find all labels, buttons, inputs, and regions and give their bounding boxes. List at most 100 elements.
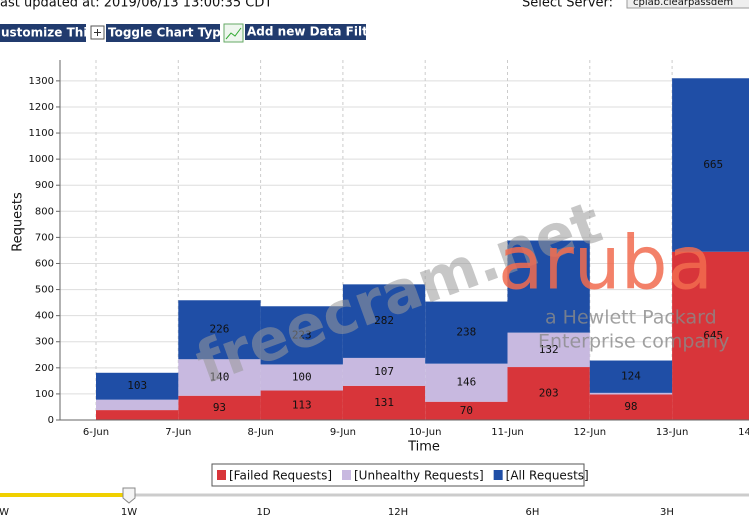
y-tick-label: 1200 [29,102,54,113]
customize-button[interactable] [0,24,86,42]
value-label: 70 [460,404,473,417]
bar-segment [260,306,343,365]
server-value[interactable]: cplab.clearpassdem [633,0,733,8]
bar-segment [507,332,590,368]
value-label: 223 [292,328,312,341]
y-tick-label: 1000 [29,154,54,165]
y-tick-label: 600 [35,258,54,269]
y-tick-label: 1100 [29,128,54,139]
value-label: 665 [703,158,723,171]
bar-segment [260,390,343,420]
x-tick-label: 11-Jun [491,427,524,438]
legend-label: [Failed Requests] [229,469,332,483]
x-tick-label: 8-Jun [248,427,274,438]
x-tick-label: 12-Jun [574,427,607,438]
value-label: 645 [703,329,723,342]
bar-segment [96,410,179,420]
last-updated: ast updated at: 2019/06/13 13:00:35 CDT [0,0,272,11]
logo-tag: a Hewlett Packard [545,307,717,329]
y-tick-label: 800 [35,206,54,217]
x-tick-label: 9-Jun [330,427,356,438]
x-tick-label: 7-Jun [165,427,191,438]
value-label: 131 [374,396,394,409]
value-label: 103 [127,379,147,392]
value-label: 226 [210,323,230,336]
bar-segment [178,359,261,396]
timeline-label: 1W [121,507,137,518]
chart: 0 100 200 300 400 500 600 700 800 900 1000 1100 1200… [29,60,749,438]
x-tick-label: 6-Jun [83,427,109,438]
toggle-button[interactable] [106,24,220,42]
bar-segment [342,385,426,420]
value-label: 107 [374,365,394,378]
customize-label[interactable]: ustomize This! [1,26,100,40]
value-label: 238 [456,326,476,339]
bar-segment [672,78,749,252]
bar-segment [342,284,426,358]
value-label: 98 [624,400,637,413]
x-axis-title: Time [407,440,440,455]
y-tick-label: 400 [35,311,54,322]
y-tick-label: 900 [35,180,54,191]
timeline-label: 12H [388,507,408,518]
value-label: 132 [539,343,559,356]
timeline: W 1W 1D 12H 6H 3H [0,507,674,518]
slider-handle[interactable] [122,487,136,504]
value-label: 140 [210,370,230,383]
x-tick-label: 13-Jun [656,427,689,438]
legend [211,463,585,487]
legend-swatch [217,470,226,480]
timeline-label: W [0,507,9,518]
value-label: 146 [456,376,476,389]
filter-button[interactable] [245,24,366,40]
filter-icon[interactable] [223,23,244,43]
bar-segment [96,372,179,400]
trend [225,27,242,40]
y-tick-label: 100 [35,389,54,400]
server-label: Select Server: [522,0,613,11]
bar-segment [260,364,343,391]
x-tick-label: 14-Jun [738,427,749,438]
timeline-label: 1D [256,507,270,518]
bar-segment [672,251,749,420]
y-tick-label: 500 [35,285,54,296]
bar-segment [425,401,508,420]
timeline-label: 3H [660,507,674,518]
plus [94,29,101,36]
value-label: 113 [292,398,312,411]
bar-segment [96,399,179,411]
value-label: 282 [374,314,394,327]
bar-segment [425,301,508,364]
value-label: 124 [621,370,641,383]
bar-segment [507,367,590,420]
legend-label: [Unhealthy Requests] [354,469,484,483]
legend-items: [Failed Requests] [Unhealthy Requests] [Al… [217,469,589,483]
y-tick-label: 200 [35,363,54,374]
logo-tag: Enterprise company [538,331,729,353]
bar-segment [589,360,673,393]
y-axis-title: Requests [11,192,26,252]
logo: aruba [498,221,713,307]
bar-segment [178,395,261,420]
bar-segment [425,363,508,402]
value-label: 100 [292,370,312,383]
bar-segment [589,394,673,420]
value-label: 93 [213,401,226,414]
timeline-label: 6H [526,507,540,518]
y-tick-label: 1300 [29,76,54,87]
bar-segment [507,240,590,333]
bar-segment [342,357,426,386]
y-tick-label: 300 [35,337,54,348]
legend-swatch [493,470,503,480]
value-label: 203 [539,387,559,400]
y-tick-label: 700 [35,232,54,243]
bar-segment [589,392,673,395]
filter-label[interactable]: Add new Data Filter [247,25,382,39]
server-select[interactable] [626,0,749,9]
y-tick-label: 0 [48,415,54,426]
toggle-label[interactable]: Toggle Chart Type [108,26,229,40]
legend-swatch [342,470,351,480]
x-tick-label: 10-Jun [409,427,442,438]
legend-label: [All Requests] [506,469,589,483]
bar-segment [178,300,261,360]
